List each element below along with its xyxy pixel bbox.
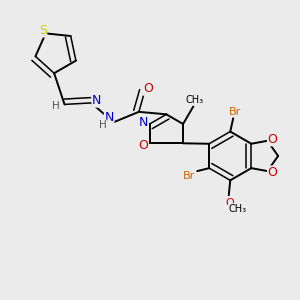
Text: O: O	[143, 82, 153, 95]
Text: CH₃: CH₃	[229, 204, 247, 214]
Text: N: N	[104, 111, 114, 124]
Text: CH₃: CH₃	[185, 95, 203, 105]
Text: H: H	[52, 101, 60, 111]
Text: O: O	[268, 133, 278, 146]
Text: S: S	[39, 24, 47, 37]
Text: H: H	[99, 120, 107, 130]
Text: N: N	[92, 94, 101, 107]
Text: Br: Br	[183, 171, 195, 181]
Text: O: O	[138, 139, 148, 152]
Text: O: O	[226, 199, 235, 208]
Text: O: O	[268, 166, 278, 179]
Text: Br: Br	[229, 107, 241, 117]
Text: N: N	[138, 116, 148, 129]
